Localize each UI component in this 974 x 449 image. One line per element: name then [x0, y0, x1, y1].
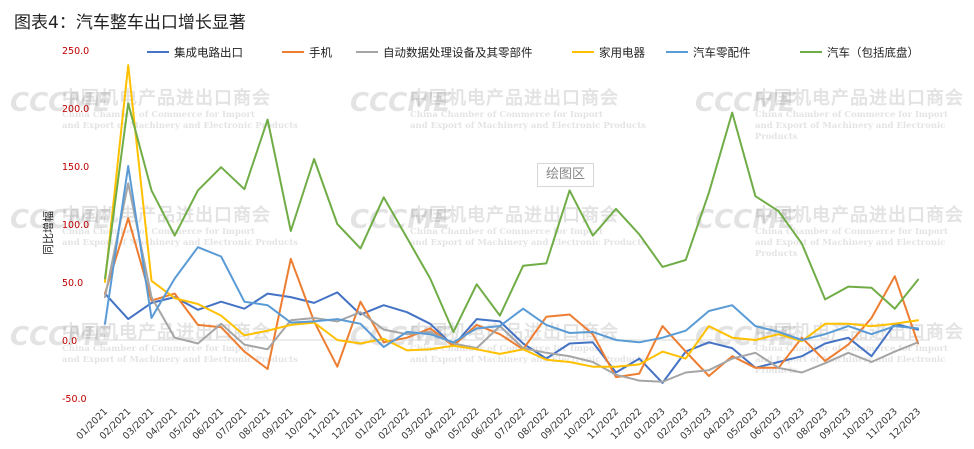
y-tick-label: 50.0 [62, 278, 83, 289]
y-tick-label: -50.0 [62, 394, 87, 405]
series-line [104, 291, 919, 384]
y-tick-label: 200.0 [62, 104, 89, 115]
legend-label: 汽车零配件 [693, 46, 751, 60]
y-tick-label: 0.0 [62, 336, 77, 347]
legend-label: 汽车（包括底盘） [827, 46, 919, 60]
y-tick-label: 100.0 [62, 220, 89, 231]
legend-label: 自动数据处理设备及其零部件 [383, 46, 533, 60]
legend-label: 集成电路出口 [174, 46, 243, 60]
y-tick-label: 250.0 [62, 46, 89, 57]
series-line [104, 217, 919, 379]
y-axis-label: 同比增幅 [41, 211, 55, 255]
series-line [104, 182, 919, 383]
legend-label: 家用电器 [599, 46, 645, 60]
plot-area-label: 绘图区 [537, 163, 594, 187]
series-line [104, 165, 919, 348]
legend-label: 手机 [309, 46, 332, 60]
chart-title: 图表4：汽车整车出口增长显著 [14, 13, 246, 33]
series-line [104, 102, 919, 333]
series-line [104, 64, 919, 368]
y-tick-label: 150.0 [62, 162, 89, 173]
